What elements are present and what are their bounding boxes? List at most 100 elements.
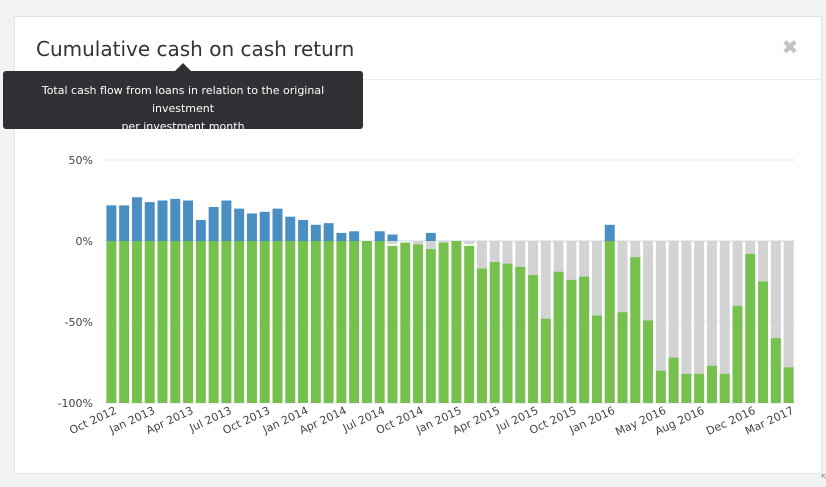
bar-green [566, 279, 577, 403]
bar-blue [157, 200, 168, 241]
bar-green [208, 241, 219, 403]
bar-green [234, 241, 245, 403]
bar-green [655, 370, 666, 403]
bar-gray [489, 241, 500, 269]
bar-green [298, 241, 309, 403]
bar-green [630, 257, 641, 403]
bar-gray [783, 241, 794, 403]
bar-green [246, 241, 257, 403]
bar-green [528, 275, 539, 403]
bar-green [400, 242, 411, 403]
bar-blue [310, 224, 321, 241]
bar-gray [413, 241, 424, 245]
bar-green [643, 320, 654, 403]
bar-green [374, 241, 385, 403]
bar-blue [298, 219, 309, 241]
bar-green [502, 263, 513, 403]
bar-green [157, 241, 168, 403]
bar-gray [438, 241, 449, 243]
bar-green [425, 249, 436, 403]
bar-green [515, 266, 526, 403]
bar-blue [144, 202, 155, 241]
bar-blue [119, 205, 130, 241]
bar-gray [706, 241, 717, 403]
bar-blue [336, 232, 347, 241]
bar-gray [387, 241, 398, 245]
bar-green [719, 373, 730, 403]
close-icon[interactable]: ✖ [781, 35, 799, 59]
bar-green [553, 271, 564, 403]
bar-green [694, 373, 705, 403]
bar-blue [221, 200, 232, 241]
bar-blue [387, 234, 398, 241]
bar-green [438, 242, 449, 403]
bar-green [310, 241, 321, 403]
bar-green [259, 241, 270, 403]
bar-blue [323, 223, 334, 241]
bar-green [106, 241, 117, 403]
bar-green [183, 241, 194, 403]
header-divider [15, 79, 821, 80]
bar-gray [719, 241, 730, 403]
bar-gray [425, 241, 436, 250]
bar-blue [106, 205, 117, 241]
bar-green [706, 365, 717, 403]
bar-green [489, 262, 500, 403]
bar-blue [349, 231, 360, 241]
bar-blue [272, 208, 283, 241]
bar-green [617, 312, 628, 403]
bar-gray [668, 241, 679, 403]
y-tick-label: 50% [69, 154, 93, 167]
bar-gray [681, 241, 692, 403]
bar-blue [195, 219, 206, 241]
bar-gray [528, 241, 539, 276]
bar-green [476, 268, 487, 403]
bar-blue [259, 211, 270, 241]
bar-gray [464, 241, 475, 245]
bar-green [361, 241, 372, 403]
bar-green [770, 338, 781, 403]
bar-green [144, 241, 155, 403]
bar-green [336, 241, 347, 403]
bar-blue [234, 208, 245, 241]
bar-green [668, 357, 679, 403]
bar-green [758, 281, 769, 403]
bar-green [732, 305, 743, 403]
bar-green [591, 315, 602, 403]
bar-green [119, 241, 130, 403]
bar-gray [476, 241, 487, 269]
bar-green [285, 241, 296, 403]
bar-gray [694, 241, 705, 403]
bar-blue [246, 213, 257, 241]
bar-green [783, 367, 794, 403]
widget-title: Cumulative cash on cash return [36, 37, 355, 61]
tooltip-arrow [175, 63, 191, 71]
bar-gray [770, 241, 781, 403]
bar-green [604, 241, 615, 403]
bar-green [681, 373, 692, 403]
bar-green [745, 253, 756, 403]
bar-blue [425, 232, 436, 241]
bar-green [131, 241, 142, 403]
bar-green [579, 276, 590, 403]
bar-gray [515, 241, 526, 272]
bar-blue [374, 231, 385, 241]
bar-green [387, 245, 398, 403]
bar-green [272, 241, 283, 403]
bar-gray [502, 241, 513, 269]
bar-green [540, 318, 551, 403]
bar-blue [170, 198, 181, 241]
y-tick-label: -100% [58, 397, 93, 410]
y-tick-label: 0% [76, 235, 93, 248]
tooltip: Total cash flow from loans in relation t… [3, 71, 363, 133]
bar-green [323, 241, 334, 403]
bar-green [413, 244, 424, 403]
bar-blue [604, 224, 615, 241]
bar-blue [208, 206, 219, 241]
y-tick-label: -50% [65, 316, 93, 329]
bar-green [195, 241, 206, 403]
tooltip-line-1: Total cash flow from loans in relation t… [41, 84, 325, 115]
bar-green [221, 241, 232, 403]
bar-green [451, 241, 462, 403]
